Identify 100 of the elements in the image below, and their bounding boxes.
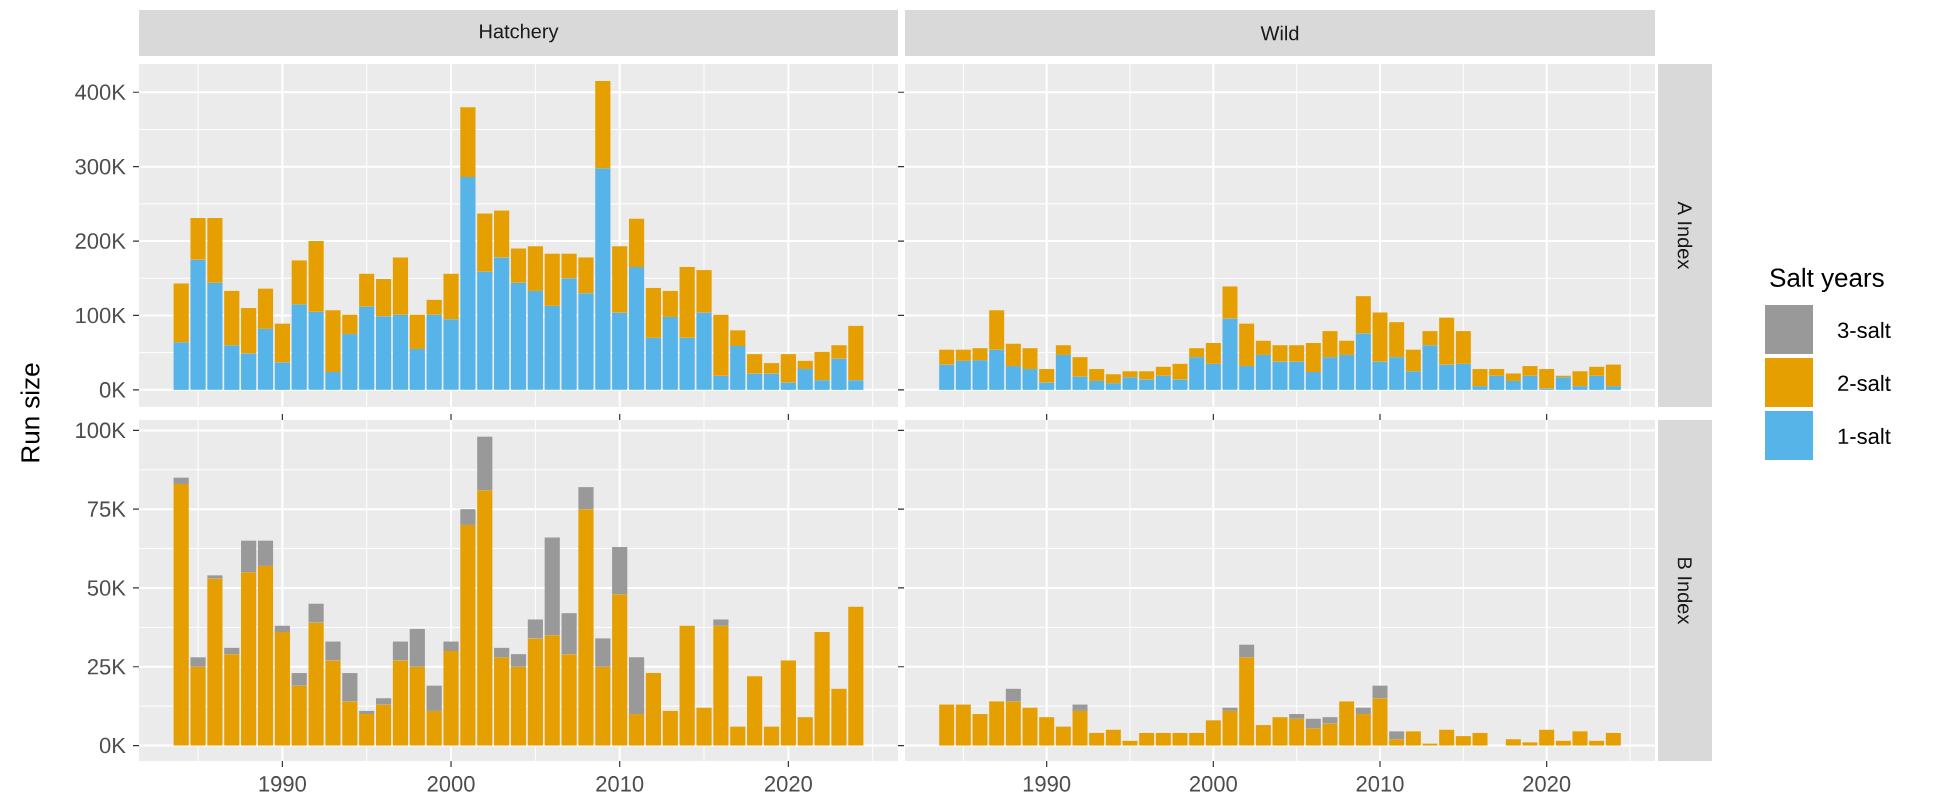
bar [1355, 714, 1371, 746]
bar [645, 287, 662, 338]
bar [291, 260, 307, 305]
bar [1055, 345, 1071, 355]
bar [1455, 363, 1471, 390]
bar [409, 348, 425, 390]
y-tick-label: 0K [99, 382, 126, 398]
y-tick-label: 100K [76, 422, 126, 439]
chart-title: Wild [1260, 25, 1299, 41]
x-tick-label: 2000 [1189, 776, 1237, 792]
bar [955, 349, 971, 361]
bar [797, 717, 813, 746]
bar [1055, 726, 1071, 746]
bar [645, 337, 662, 390]
bar [494, 257, 510, 390]
bar [544, 635, 560, 746]
bar [1405, 371, 1421, 390]
bar [1305, 718, 1321, 729]
bar [494, 647, 510, 658]
bar [628, 267, 645, 390]
bar [645, 673, 662, 746]
bar [173, 283, 189, 343]
bar [241, 572, 257, 746]
x-tick-label: 2010 [596, 776, 644, 792]
bar [612, 594, 628, 746]
legend-label: 3-salt [1837, 321, 1891, 339]
bar [1389, 739, 1405, 746]
bar [612, 246, 628, 313]
bar [1239, 323, 1255, 367]
bar [1039, 369, 1055, 383]
bar [1405, 349, 1421, 372]
bar [713, 314, 729, 376]
bar [1505, 380, 1521, 390]
bar [595, 81, 611, 169]
bar [1505, 739, 1521, 746]
bar [224, 345, 240, 390]
bar [747, 354, 763, 374]
bar [375, 316, 392, 390]
bar [409, 314, 425, 349]
bar [1172, 363, 1188, 380]
bar [1022, 348, 1038, 370]
bar [939, 704, 955, 746]
bar [1155, 375, 1171, 390]
bar [1372, 698, 1388, 746]
bar [1105, 374, 1121, 384]
bar [1305, 372, 1321, 390]
bar [1372, 312, 1388, 362]
bar [1355, 707, 1371, 715]
bar [780, 660, 796, 746]
bar [241, 540, 257, 573]
bar [510, 666, 527, 746]
y-tick-label: 0K [99, 737, 126, 754]
legend-title: Salt years [1770, 267, 1884, 293]
bar [409, 628, 425, 667]
bar [561, 613, 577, 655]
bar [1372, 361, 1388, 390]
y-tick-label: 300K [75, 158, 126, 175]
bar [628, 218, 645, 268]
bar [763, 373, 780, 390]
bar [510, 248, 527, 283]
bar [1005, 343, 1021, 367]
bar [1289, 714, 1305, 719]
y-tick-label: 200K [75, 233, 126, 249]
bar [291, 673, 307, 686]
bar [392, 314, 409, 390]
bar [1305, 343, 1321, 373]
bar [426, 685, 442, 711]
bar [173, 477, 189, 484]
bar [1405, 731, 1421, 746]
bar [730, 726, 746, 746]
bar [1105, 383, 1121, 390]
bar [1455, 736, 1471, 746]
bar [274, 362, 290, 390]
bar [527, 638, 543, 746]
bar [308, 603, 324, 623]
bar [1389, 357, 1405, 390]
bar [1005, 701, 1021, 746]
bar [527, 246, 543, 291]
bar [544, 305, 560, 390]
bar [477, 490, 493, 746]
bar [662, 316, 678, 390]
bar [730, 330, 746, 346]
bar [359, 710, 375, 715]
bar [612, 546, 628, 595]
bar [1505, 373, 1521, 381]
bar [628, 714, 645, 746]
bar [1605, 364, 1621, 387]
x-tick-label: 2000 [427, 776, 475, 792]
bar [544, 253, 560, 306]
bar [274, 323, 290, 363]
bar [1072, 704, 1088, 711]
bar [1205, 363, 1221, 390]
y-axis-title: Run size [20, 363, 40, 462]
y2-axis-title: B Index [1677, 558, 1693, 625]
bar [955, 360, 971, 390]
legend-label: 2-salt [1838, 374, 1891, 392]
bar [763, 726, 780, 746]
bar [375, 698, 392, 705]
bar [1155, 732, 1171, 746]
bar [1455, 331, 1471, 364]
